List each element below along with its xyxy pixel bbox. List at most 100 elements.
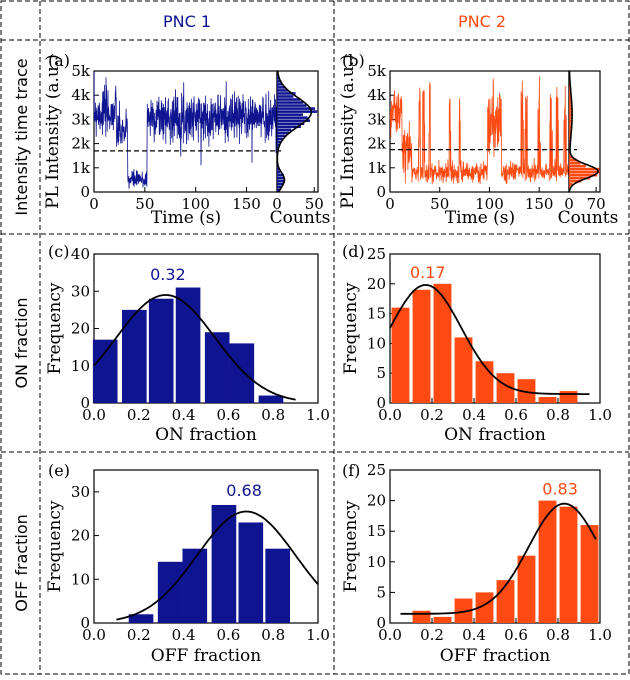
trace-line (390, 77, 569, 185)
y-tick-label: 10 (367, 334, 386, 352)
y-tick-label: 3k (71, 110, 91, 128)
histogram-bar (93, 340, 118, 403)
peak-annotation: 0.32 (150, 265, 186, 284)
x-tick-label: 0.2 (127, 626, 151, 644)
histogram-bar (569, 171, 600, 174)
row-header-intensity: Intensity time trace (12, 58, 31, 215)
histogram-bar (205, 332, 230, 403)
x-tick-label: 0.4 (462, 626, 486, 644)
peak-annotation: 0.83 (542, 479, 578, 498)
x-tick-label: 0 (385, 195, 395, 213)
histogram-bar (569, 165, 586, 168)
y-tick-label: 30 (71, 282, 90, 300)
histogram-bar (455, 337, 473, 403)
y-axis-label: Frequency (45, 282, 65, 374)
x-tick-label: 150 (232, 195, 261, 213)
x-tick-label: 1.0 (306, 626, 330, 644)
y-tick-label: 40 (71, 245, 90, 263)
x-tick-label: 0.0 (378, 406, 402, 424)
x-tick-label: 0.6 (216, 626, 240, 644)
y-tick-label: 1k (367, 159, 387, 177)
x-tick-label: 0.2 (127, 406, 151, 424)
x-tick-label: 0.2 (420, 626, 444, 644)
y-tick-label: 1k (71, 159, 91, 177)
histogram-bar (122, 310, 147, 403)
x-tick-label: 1.0 (306, 406, 330, 424)
y-tick-label: 20 (71, 527, 90, 545)
x-tick-label: 0.6 (504, 626, 528, 644)
row-header-off-fraction: OFF fraction (12, 514, 31, 612)
y-tick-label: 5 (376, 583, 386, 601)
histogram-bar (230, 343, 255, 403)
histogram-bar (277, 128, 291, 131)
x-tick-label: 0.8 (546, 406, 570, 424)
histogram-bar (569, 110, 572, 113)
y-tick-label: 20 (367, 275, 386, 293)
histogram-bar (277, 98, 300, 101)
panel-label: (e) (48, 461, 70, 480)
y-tick-label: 25 (367, 461, 386, 479)
x-tick-label: 0.2 (420, 406, 444, 424)
y-tick-label: 4k (367, 86, 387, 104)
histogram-bar (149, 299, 174, 403)
y-axis-label: Frequency (341, 500, 361, 592)
histogram-bar (434, 617, 452, 623)
y-tick-label: 2k (367, 135, 387, 153)
x-tick-label: 0.4 (462, 406, 486, 424)
y-tick-label: 20 (367, 492, 386, 510)
x-tick-label: 150 (525, 195, 554, 213)
x-tick-label: 1.0 (588, 626, 612, 644)
histogram-bar (518, 556, 536, 623)
histogram-bar (238, 522, 263, 623)
histogram-bar (413, 611, 431, 623)
peak-annotation: 0.17 (410, 263, 446, 282)
y-tick-label: 10 (71, 357, 90, 375)
y-tick-label: 5 (376, 364, 386, 382)
x-tick-label: 0.0 (82, 626, 106, 644)
histogram-bar (539, 397, 557, 403)
histogram-bar (581, 525, 599, 623)
x-tick-label: 0.4 (172, 626, 196, 644)
histogram-bar (539, 501, 557, 623)
histogram-bar (277, 116, 308, 119)
y-tick-label: 5k (71, 62, 91, 80)
histogram-bar (277, 113, 303, 116)
histogram-bar (476, 361, 494, 403)
x-tick-label: 0.8 (546, 626, 570, 644)
x-axis-label: ON fraction (155, 425, 257, 445)
x-tick-label: 0.4 (172, 406, 196, 424)
y-tick-label: 10 (71, 570, 90, 588)
x-tick-label: 0.8 (261, 406, 285, 424)
y-tick-label: 3k (367, 110, 387, 128)
panel-label: (f) (342, 461, 360, 480)
x-axis-label: ON fraction (444, 425, 546, 445)
histogram-x-label: Counts (270, 208, 331, 228)
y-axis-label: PL Intensity (a.u.) (338, 54, 358, 209)
y-axis-label: Frequency (45, 500, 65, 592)
y-tick-label: 30 (71, 483, 90, 501)
y-tick-label: 10 (367, 553, 386, 571)
x-axis-label: OFF fraction (440, 646, 551, 666)
x-tick-label: 0.6 (504, 406, 528, 424)
y-tick-label: 20 (71, 320, 90, 338)
histogram-bar (158, 562, 183, 623)
x-axis-label: OFF fraction (151, 646, 262, 666)
histogram-bar (277, 101, 303, 104)
x-tick-label: 0.6 (216, 406, 240, 424)
column-header-pnc1: PNC 1 (163, 12, 211, 31)
x-tick-label: 0.0 (378, 626, 402, 644)
y-tick-label: 15 (367, 305, 386, 323)
histogram-bar (265, 549, 290, 623)
panel-label: (d) (342, 242, 365, 261)
histogram-bar (434, 284, 452, 403)
y-tick-label: 5k (367, 62, 387, 80)
y-axis-label: PL Intensity (a.u.) (43, 54, 63, 209)
histogram-bar (259, 396, 284, 403)
row-header-on-fraction: ON fraction (12, 297, 31, 388)
